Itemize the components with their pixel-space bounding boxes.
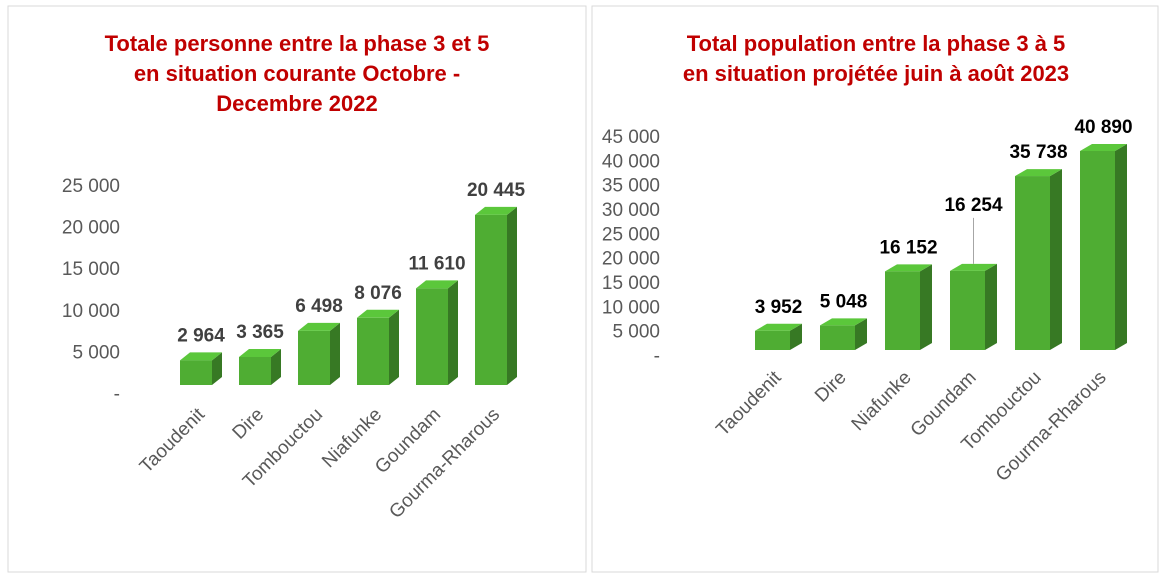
bar: [1015, 169, 1062, 350]
data-label: 3 952: [755, 297, 803, 318]
bar-front: [475, 214, 507, 385]
bar-side: [790, 323, 802, 350]
bar: [885, 264, 932, 350]
bar-side: [1050, 169, 1062, 350]
data-label: 40 890: [1074, 117, 1132, 138]
bar-top: [298, 322, 340, 331]
bar-front: [885, 271, 920, 350]
chart-title: Totale personne entre la phase 3 et 5: [105, 31, 490, 56]
y-tick-label: 5 000: [612, 322, 660, 343]
y-tick-label: 25 000: [602, 224, 660, 245]
y-tick-label: 15 000: [62, 259, 120, 280]
bar: [298, 322, 340, 385]
bar: [755, 323, 802, 350]
bar-front: [239, 357, 271, 385]
bar-side: [448, 280, 458, 385]
data-label: 20 445: [467, 180, 526, 201]
chart-title: en situation courante Octobre -: [134, 61, 460, 86]
bar-side: [855, 318, 867, 350]
data-label: 16 254: [944, 195, 1003, 216]
bar-side: [985, 263, 997, 350]
bar-side: [330, 322, 340, 385]
data-label: 3 365: [236, 322, 284, 343]
bar-front: [1080, 151, 1115, 350]
y-tick-label: 5 000: [72, 342, 120, 363]
bar-front: [180, 360, 212, 385]
bar-side: [920, 264, 932, 350]
bar: [357, 309, 399, 385]
data-label: 16 152: [879, 237, 937, 258]
data-label: 2 964: [177, 325, 225, 346]
bar-top: [1015, 169, 1062, 177]
bar-front: [820, 325, 855, 350]
bar-side: [212, 352, 222, 385]
bar-top: [239, 349, 281, 358]
y-tick-label: 30 000: [602, 200, 660, 221]
y-tick-label: 45 000: [602, 127, 660, 148]
data-label: 6 498: [295, 296, 343, 317]
bar-front: [357, 317, 389, 385]
bar: [950, 263, 997, 350]
y-tick-label: 25 000: [62, 176, 120, 197]
bar-top: [180, 352, 222, 361]
chart-title: Decembre 2022: [216, 91, 377, 116]
y-tick-label: 20 000: [62, 218, 120, 239]
bar: [180, 352, 222, 385]
y-tick-label: 35 000: [602, 176, 660, 197]
bar-front: [950, 270, 985, 350]
bar-front: [416, 288, 448, 385]
y-tick-label: 10 000: [62, 301, 120, 322]
bar: [239, 349, 281, 385]
bar-top: [475, 206, 517, 215]
chart-title: Total population entre la phase 3 à 5: [687, 31, 1066, 56]
bar: [475, 206, 517, 385]
bar-side: [389, 309, 399, 385]
bar-front: [1015, 176, 1050, 350]
y-tick-label: 15 000: [602, 273, 660, 294]
bar: [1080, 144, 1127, 350]
y-tick-label: 40 000: [602, 151, 660, 172]
y-tick-label: -: [654, 346, 660, 367]
y-tick-label: 10 000: [602, 297, 660, 318]
data-label: 5 048: [820, 291, 868, 312]
data-label: 35 738: [1009, 142, 1067, 163]
panel: [591, 5, 1159, 573]
bar-top: [820, 318, 867, 326]
bar: [416, 280, 458, 385]
bar-side: [507, 206, 517, 385]
bar-side: [1115, 144, 1127, 350]
bar-top: [416, 280, 458, 289]
data-label: 8 076: [354, 283, 402, 304]
y-tick-label: 20 000: [602, 249, 660, 270]
chart-title: en situation projétée juin à août 2023: [683, 61, 1069, 86]
bar-top: [755, 323, 802, 331]
bar-front: [298, 330, 330, 385]
bar-front: [755, 330, 790, 350]
y-tick-label: -: [114, 384, 120, 405]
bar-top: [950, 263, 997, 271]
bar-top: [885, 264, 932, 272]
data-label: 11 610: [408, 253, 465, 274]
bar-side: [271, 349, 281, 385]
bar: [820, 318, 867, 350]
bar-top: [1080, 144, 1127, 152]
bar-top: [357, 309, 399, 318]
